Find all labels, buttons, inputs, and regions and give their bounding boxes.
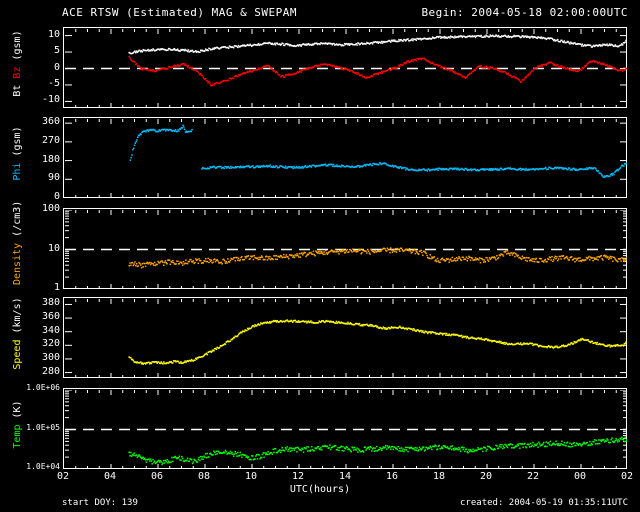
x-tick-label: 12 xyxy=(291,471,305,482)
series-Density xyxy=(128,247,627,269)
x-tick-label: 02 xyxy=(620,471,634,482)
plot-panel-proton-density xyxy=(63,208,627,289)
begin-timestamp: Begin: 2004-05-18 02:00:00UTC xyxy=(421,6,628,19)
y-tick-label: 320 xyxy=(41,338,60,350)
x-axis-label: UTC(hours) xyxy=(289,484,351,495)
y-axis-label-solar-wind-speed: Speed (km/s) xyxy=(12,293,23,374)
x-tick-label: 18 xyxy=(432,471,446,482)
y-tick-label: 10 xyxy=(47,28,60,40)
y-tick-label: 0 xyxy=(53,191,60,202)
y-tick-label: 180 xyxy=(41,153,60,165)
y-axis-label-part: (km/s) xyxy=(12,297,23,334)
plot-area-phi-angle xyxy=(65,119,627,198)
plot-area-solar-wind-speed xyxy=(65,299,627,378)
plot-area-proton-temperature xyxy=(65,390,627,469)
y-tick-label: 1 xyxy=(53,282,60,293)
y-tick-label: 360 xyxy=(41,311,60,323)
series-Bz xyxy=(128,55,627,87)
y-tick-label: 1.0E+05 xyxy=(26,422,60,432)
y-tick-label: 100 xyxy=(41,203,60,214)
plot-panel-magnetic-field xyxy=(63,27,627,108)
y-tick-label: 1.0E+06 xyxy=(26,383,60,392)
y-axis-label-proton-density: Density (/cm3) xyxy=(12,200,23,285)
x-tick-label: 00 xyxy=(573,471,587,482)
y-axis-label-magnetic-field: Bt Bz (gsm) xyxy=(12,23,23,104)
x-tick-label: 16 xyxy=(385,471,399,482)
plot-panel-phi-angle xyxy=(63,117,627,198)
y-tick-label: 300 xyxy=(41,351,60,363)
x-tick-label: 08 xyxy=(197,471,211,482)
y-tick-label: -5 xyxy=(47,77,60,89)
plot-area-magnetic-field xyxy=(65,29,627,108)
created-timestamp: created: 2004-05-19 01:35:11UTC xyxy=(460,498,628,508)
y-axis-label-part: Speed xyxy=(12,333,23,370)
start-doy-label: start DOY: 139 xyxy=(62,498,138,508)
x-tick-label: 04 xyxy=(103,471,117,482)
y-axis-label-part: Phi xyxy=(12,156,23,181)
series-Speed xyxy=(128,319,627,366)
plot-panel-solar-wind-speed xyxy=(63,297,627,378)
y-tick-label: -10 xyxy=(41,94,60,106)
y-axis-label-part: Density xyxy=(12,236,23,285)
y-tick-label: 10 xyxy=(47,242,60,254)
y-axis-label-part: Bz xyxy=(12,60,23,79)
y-axis-label-part: Temp xyxy=(12,418,23,449)
y-tick-label: 1.0E+04 xyxy=(26,462,60,471)
y-tick-label: 90 xyxy=(47,172,60,184)
y-axis-label-phi-angle: Phi (gsm) xyxy=(12,113,23,194)
y-axis-label-part: (/cm3) xyxy=(12,200,23,237)
y-tick-label: 280 xyxy=(41,365,60,377)
x-tick-label: 10 xyxy=(244,471,258,482)
y-tick-label: 270 xyxy=(41,134,60,146)
x-tick-label: 02 xyxy=(56,471,70,482)
page-title: ACE RTSW (Estimated) MAG & SWEPAM xyxy=(62,6,298,19)
y-axis-label-proton-temperature: Temp (K) xyxy=(12,384,23,465)
y-axis-label-part: (gsm) xyxy=(12,126,23,157)
plot-area-proton-density xyxy=(65,210,627,289)
y-axis-label-part: (gsm) xyxy=(12,30,23,61)
y-axis-label-part: (K) xyxy=(12,400,23,419)
x-tick-label: 20 xyxy=(479,471,493,482)
series-Bt xyxy=(128,34,627,55)
x-tick-label: 22 xyxy=(526,471,540,482)
y-tick-label: 0 xyxy=(53,61,60,73)
y-tick-label: 360 xyxy=(41,116,60,128)
series-Phi xyxy=(129,124,627,178)
series-Temp xyxy=(128,436,627,466)
y-axis-label-part: Bt xyxy=(12,78,23,97)
plot-panel-proton-temperature xyxy=(63,388,627,469)
y-tick-label: 340 xyxy=(41,324,60,336)
y-tick-label: 380 xyxy=(41,297,60,309)
y-tick-label: 5 xyxy=(53,45,60,57)
x-tick-label: 14 xyxy=(338,471,352,482)
x-tick-label: 06 xyxy=(150,471,164,482)
